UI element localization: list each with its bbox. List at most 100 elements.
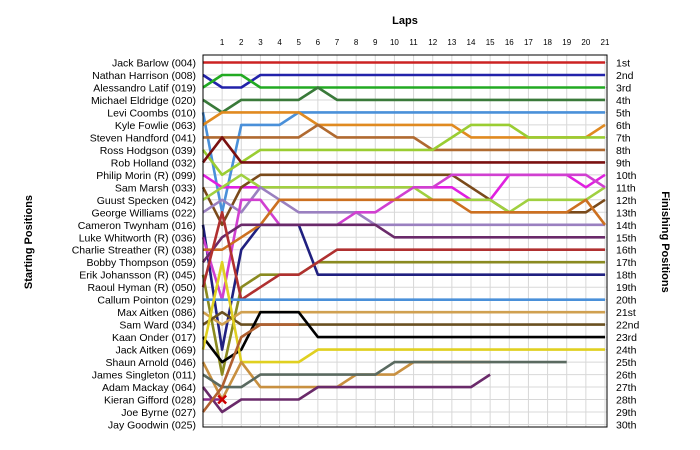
finishing-position-label: 9th	[616, 157, 631, 169]
driver-label: Callum Pointon (029)	[97, 295, 196, 307]
driver-label: Joe Byrne (027)	[121, 407, 196, 419]
finishing-position-label: 15th	[616, 232, 637, 244]
lap-tick-label: 16	[505, 38, 514, 47]
driver-label: Kyle Fowlie (063)	[115, 120, 196, 132]
driver-label: Rob Holland (032)	[111, 157, 196, 169]
lap-ticks: 1 2 3 4 5 6 7 8 9 10 11 12 13 14 15 16 17 18 19 20 21	[220, 38, 610, 47]
series-line	[202, 173, 606, 214]
lap-tick-label: 9	[373, 38, 378, 47]
lap-tick-label: 18	[543, 38, 552, 47]
finishing-position-label: 20th	[616, 295, 637, 307]
series-line	[201, 223, 605, 263]
lap-tick-label: 8	[354, 38, 359, 47]
driver-label: Philip Morin (R) (099)	[96, 170, 196, 182]
y-axis-right-title: Finishing Positions	[659, 191, 671, 292]
lap-tick-label: 11	[409, 38, 418, 47]
finishing-position-label: 8th	[616, 145, 631, 157]
series-line	[203, 123, 605, 152]
finishing-position-label: 21st	[616, 307, 636, 319]
finishing-position-label: 4th	[616, 95, 631, 107]
driver-label: Sam Marsh (033)	[115, 182, 196, 194]
lap-tick-label: 14	[467, 38, 476, 47]
series-line	[201, 123, 605, 177]
lap-tick-label: 15	[486, 38, 495, 47]
driver-label: George Williams (022)	[92, 207, 196, 219]
series-line	[201, 310, 605, 364]
finishing-position-label: 7th	[616, 132, 631, 144]
retirement-x-mark	[217, 394, 228, 405]
driver-label: Kaan Onder (017)	[112, 332, 196, 344]
series-line	[202, 360, 567, 389]
series-line	[202, 310, 605, 326]
markers	[217, 394, 228, 405]
finishing-position-label: 13th	[616, 207, 637, 219]
finishing-position-label: 2nd	[616, 70, 634, 82]
finishing-position-label: 11th	[616, 182, 636, 194]
series-line	[201, 323, 299, 413]
series-line	[201, 260, 605, 376]
driver-label: Sam Ward (034)	[119, 320, 196, 332]
y-axis-left-title: Starting Positions	[23, 195, 35, 289]
lap-tick-label: 13	[447, 38, 456, 47]
lap-tick-label: 4	[277, 38, 282, 47]
finishing-position-label: 27th	[616, 382, 637, 394]
finishing-position-label: 10th	[616, 170, 637, 182]
plot-frame	[202, 54, 608, 428]
finishing-position-label: 28th	[616, 395, 637, 407]
driver-label: Michael Eldridge (020)	[91, 95, 196, 107]
series-line	[202, 86, 605, 114]
driver-label: Cameron Twynham (016)	[78, 220, 196, 232]
lap-tick-label: 7	[335, 38, 340, 47]
finishing-labels: 1st2nd3rd4th5th6th7th8th9th10th11th12th1…	[616, 58, 640, 432]
chart-title: Laps	[392, 15, 418, 27]
series-line	[202, 73, 605, 89]
lap-tick-label: 20	[581, 38, 590, 47]
finishing-position-label: 12th	[616, 195, 637, 207]
finishing-position-label: 17th	[616, 257, 637, 269]
driver-label: Alessandro Latif (019)	[93, 82, 196, 94]
driver-label: Jay Goodwin (025)	[108, 420, 196, 432]
series-group	[201, 61, 607, 414]
series-line	[203, 198, 607, 251]
driver-label: Jack Aitken (069)	[115, 345, 196, 357]
driver-labels: Jack Barlow (004)Nathan Harrison (008)Al…	[72, 58, 196, 432]
series-line	[201, 373, 491, 414]
finishing-position-label: 25th	[616, 357, 637, 369]
series-line	[202, 310, 605, 326]
finishing-position-label: 22nd	[616, 320, 640, 332]
finishing-position-label: 30th	[616, 420, 637, 432]
driver-label: Max Aitken (086)	[117, 307, 196, 319]
driver-label: Luke Whitworth (R) (036)	[79, 232, 196, 244]
series-line	[201, 136, 605, 164]
finishing-position-label: 1st	[616, 58, 630, 70]
lap-tick-label: 17	[524, 38, 533, 47]
finishing-position-label: 23rd	[616, 332, 637, 344]
series-line	[201, 260, 605, 364]
series-line	[201, 360, 491, 401]
driver-label: Guust Specken (042)	[97, 195, 196, 207]
driver-label: James Singleton (011)	[92, 370, 196, 382]
driver-label: Kieran Gifford (028)	[104, 395, 196, 407]
lap-tick-label: 2	[239, 38, 244, 47]
finishing-position-label: 24th	[616, 345, 637, 357]
finishing-position-label: 16th	[616, 245, 637, 257]
finishing-position-label: 14th	[616, 220, 637, 232]
finishing-position-label: 3rd	[616, 82, 631, 94]
driver-label: Erik Johansson (R) (045)	[79, 270, 196, 282]
finishing-position-label: 18th	[616, 270, 637, 282]
lap-tick-label: 19	[562, 38, 571, 47]
finishing-position-label: 26th	[616, 370, 637, 382]
lap-tick-label: 1	[220, 38, 225, 47]
finishing-position-label: 29th	[616, 407, 637, 419]
finishing-position-label: 6th	[616, 120, 631, 132]
series-line	[202, 73, 605, 89]
driver-label: Jack Barlow (004)	[112, 58, 196, 70]
driver-label: Shaun Arnold (046)	[106, 357, 196, 369]
lap-tick-label: 6	[316, 38, 321, 47]
driver-label: Ross Hodgson (039)	[100, 145, 196, 157]
driver-label: Bobby Thompson (059)	[86, 257, 196, 269]
driver-label: Levi Coombs (010)	[107, 107, 196, 119]
series-line	[202, 186, 605, 227]
lap-tick-label: 10	[390, 38, 399, 47]
